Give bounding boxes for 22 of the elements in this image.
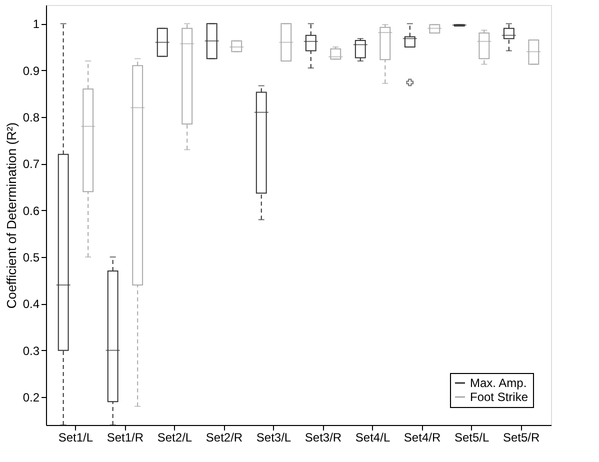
x-tick-label: Set2/L [157,430,192,444]
x-tick-label: Set1/R [106,430,144,444]
y-tick-label: 0.5 [22,250,40,264]
legend-label: Max. Amp. [470,376,527,390]
y-tick-label: 0.2 [22,390,40,404]
x-tick-label: Set3/R [304,430,342,444]
x-tick-label: Set5/R [502,430,540,444]
y-tick-label: 0.4 [22,297,40,312]
legend-label: Foot Strike [470,390,528,404]
y-tick-label: 0.6 [22,204,40,218]
y-tick-label: 0.9 [22,64,40,78]
x-tick-label: Set1/L [58,430,94,444]
x-tick-label: Set5/L [454,430,490,444]
y-tick-label: 0.7 [22,157,40,172]
x-tick-label: Set2/R [206,430,243,444]
x-tick-label: Set3/L [256,430,292,444]
x-tick-label: Set4/R [404,430,441,444]
x-tick-label: Set4/L [355,430,390,444]
y-axis-title: Coefficient of Determination (R²) [4,122,19,309]
y-tick-label: 1 [32,17,40,32]
y-tick-label: 0.8 [22,110,40,124]
y-tick-label: 0.3 [22,344,40,358]
